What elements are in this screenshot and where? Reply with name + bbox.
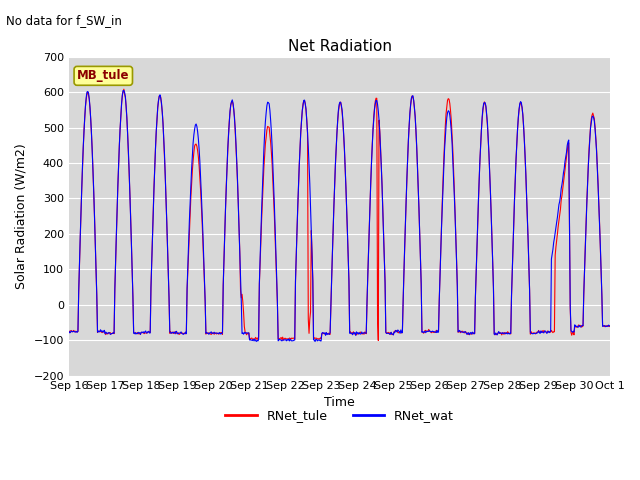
Text: MB_tule: MB_tule xyxy=(77,69,129,83)
Title: Net Radiation: Net Radiation xyxy=(287,39,392,54)
Text: No data for f_SW_in: No data for f_SW_in xyxy=(6,14,122,27)
X-axis label: Time: Time xyxy=(324,396,355,409)
Legend: RNet_tule, RNet_wat: RNet_tule, RNet_wat xyxy=(220,404,459,427)
Y-axis label: Solar Radiation (W/m2): Solar Radiation (W/m2) xyxy=(15,144,28,289)
